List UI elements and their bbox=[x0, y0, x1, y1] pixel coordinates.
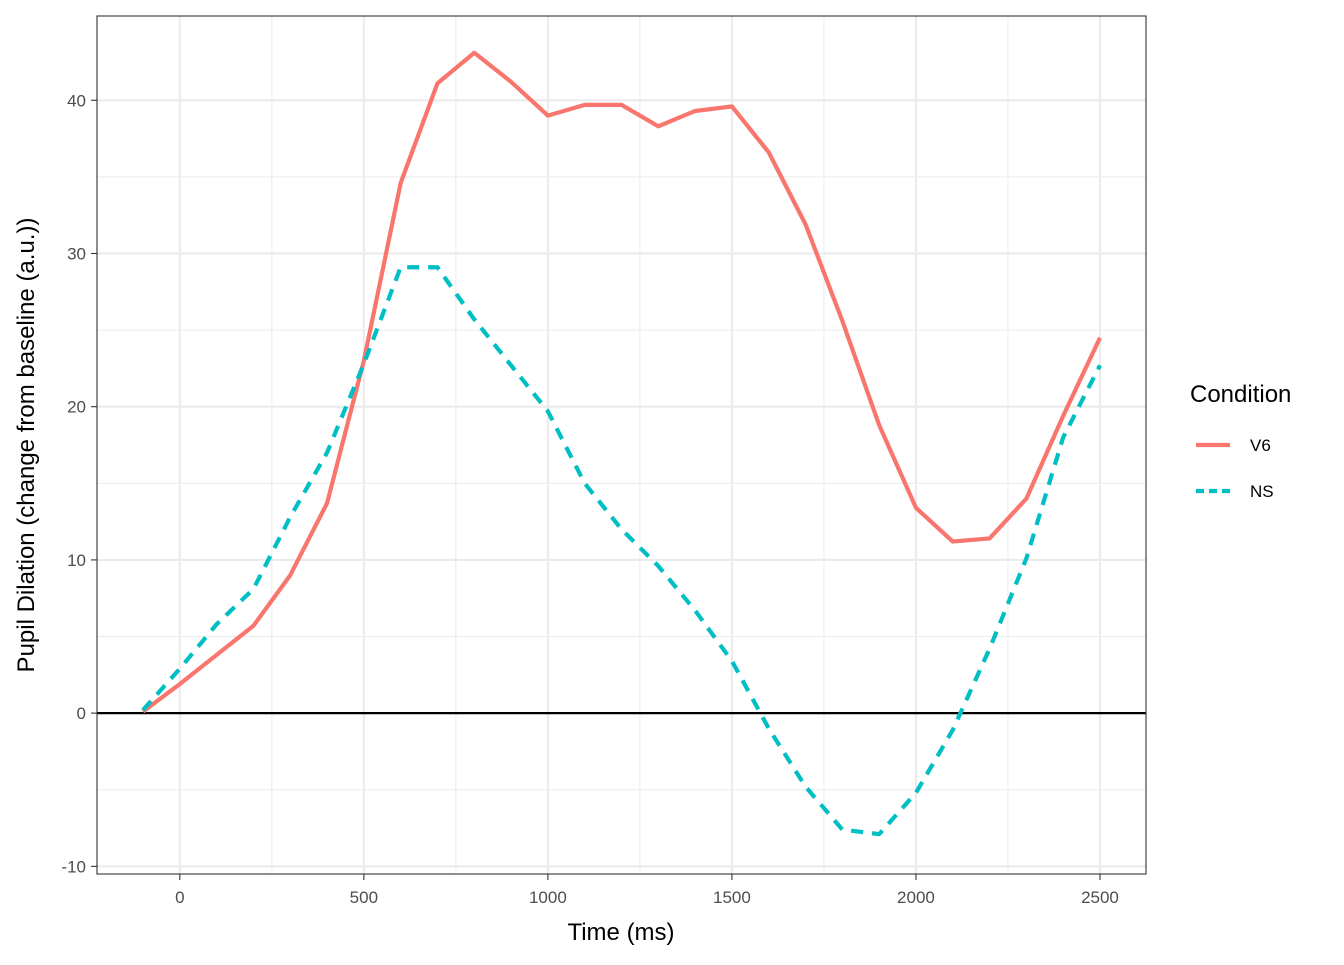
series-line-v6 bbox=[141, 50, 1102, 714]
series-line-ns bbox=[141, 265, 1102, 837]
y-tick-label: 20 bbox=[67, 398, 86, 417]
x-tick-label: 1500 bbox=[713, 888, 751, 907]
x-tick-label: 500 bbox=[350, 888, 378, 907]
y-axis-title: Pupil Dilation (change from baseline (a.… bbox=[13, 218, 40, 673]
legend-title: Condition bbox=[1190, 381, 1291, 408]
minor-gridlines bbox=[97, 16, 1146, 874]
legend-items: V6 NS bbox=[1196, 436, 1274, 501]
legend: Condition V6 NS bbox=[1190, 381, 1291, 501]
y-tick-label: 30 bbox=[67, 244, 86, 263]
legend-label-ns: NS bbox=[1250, 482, 1274, 501]
series-layer bbox=[141, 50, 1102, 837]
x-axis-title: Time (ms) bbox=[567, 919, 674, 946]
y-tick-label: 10 bbox=[67, 551, 86, 570]
plot-panel-border bbox=[96, 15, 1147, 875]
y-tick-label: 0 bbox=[77, 704, 86, 723]
x-tick-label: 0 bbox=[175, 888, 184, 907]
y-axis: -10 0 10 20 30 40 bbox=[61, 91, 97, 876]
plot-panel-background bbox=[97, 16, 1146, 874]
x-tick-label: 2000 bbox=[897, 888, 935, 907]
legend-label-v6: V6 bbox=[1250, 436, 1271, 455]
y-tick-label: -10 bbox=[61, 857, 86, 876]
x-tick-label: 2500 bbox=[1081, 888, 1119, 907]
x-tick-label: 1000 bbox=[529, 888, 567, 907]
x-axis: 0 500 1000 1500 2000 2500 bbox=[175, 874, 1119, 907]
y-tick-label: 40 bbox=[67, 91, 86, 110]
